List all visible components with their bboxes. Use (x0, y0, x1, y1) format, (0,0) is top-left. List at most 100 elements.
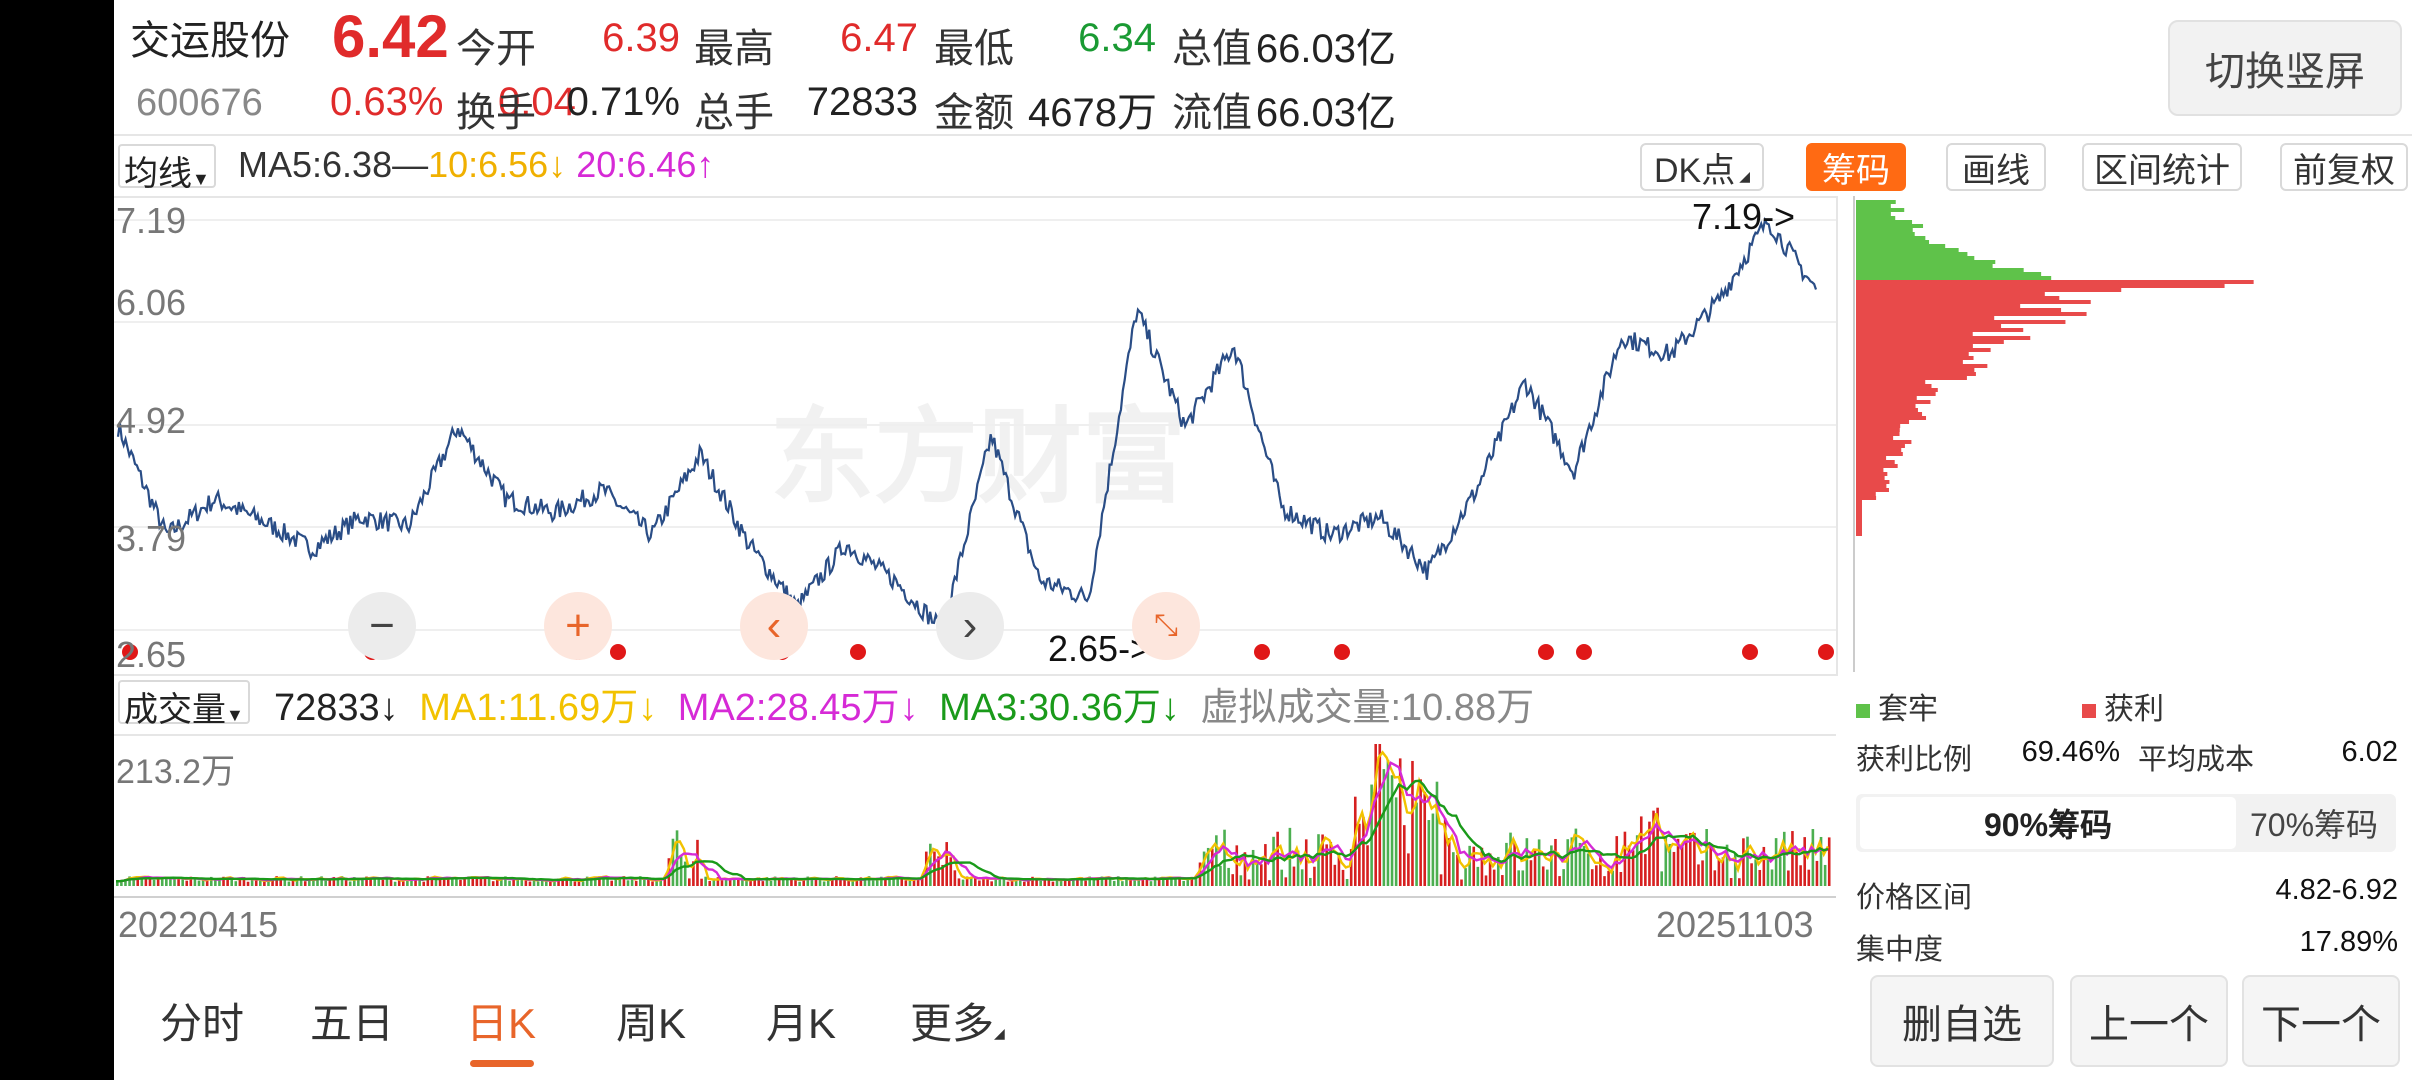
chip-button[interactable]: 筹码 (1806, 143, 1906, 191)
ma-type-select[interactable]: 均线▼ (118, 144, 216, 193)
volume-bar (1505, 842, 1508, 886)
volume-bar (1746, 836, 1749, 886)
volume-bar (1398, 758, 1402, 886)
price-chart-area[interactable] (114, 196, 1838, 676)
chip-70-tab[interactable]: 70%筹码 (2249, 807, 2379, 843)
volume-bar (1496, 856, 1500, 886)
profit-chip-bar (1856, 344, 1973, 348)
tab-monthly-k[interactable]: 月K (766, 1000, 837, 1047)
volume-bar (1178, 876, 1181, 886)
volume-bar (1284, 877, 1288, 886)
ma20-arrow-icon: ↑ (696, 144, 715, 185)
volume-bar (238, 877, 242, 886)
volume-bar (1578, 842, 1582, 886)
tab-weekly-k[interactable]: 周K (616, 1000, 687, 1047)
volume-bar (753, 878, 756, 886)
high-value: 6.47 (840, 16, 918, 60)
volume-bar (777, 879, 781, 886)
volume-bar (712, 880, 716, 886)
profit-chip-bar (1856, 356, 1974, 360)
next-stock-button[interactable]: 下一个 (2242, 975, 2400, 1067)
range-stats-button[interactable]: 区间统计 (2082, 143, 2242, 191)
volume-bar (1546, 869, 1549, 886)
volume-bar (875, 880, 879, 886)
trapped-chip-bar (1856, 236, 1926, 240)
profit-chip-bar (1856, 392, 1936, 396)
volume-bar (136, 877, 140, 886)
profit-chip-bar (1856, 340, 2004, 344)
volume-bar (1452, 852, 1455, 886)
tab-intraday[interactable]: 分时 (160, 1000, 245, 1047)
volume-bar (790, 879, 793, 886)
volume-bar (316, 880, 319, 886)
volume-bar (822, 881, 826, 886)
volume-bar (1595, 865, 1598, 886)
corner-triangle-icon: ◢ (994, 1025, 1005, 1041)
profit-chip-bar (1856, 400, 1931, 404)
concentration-value: 17.89% (2299, 926, 2398, 958)
volume-bar (1129, 879, 1132, 886)
volume-bar (426, 876, 430, 886)
draw-line-button[interactable]: 画线 (1946, 143, 2046, 191)
tab-more[interactable]: 更多◢ (910, 990, 1005, 1051)
volume-bar (1345, 879, 1349, 886)
volume-bar (1701, 860, 1704, 886)
switch-portrait-button[interactable]: 切换竖屏 (2168, 20, 2402, 116)
volume-bar (181, 878, 184, 886)
virtual-volume: 虚拟成交量:10.88万 (1200, 687, 1535, 729)
volume-bar (585, 876, 589, 886)
volume-bar (1431, 813, 1435, 886)
profit-chip-bar (1856, 468, 1884, 472)
profit-chip-bar (1856, 464, 1898, 468)
scroll-left-button[interactable]: ‹ (740, 592, 808, 660)
volume-bar (177, 877, 180, 886)
trapped-chip-bar (1856, 268, 2024, 272)
tab-daily-k[interactable]: 日K (466, 1000, 537, 1047)
volume-bar (1223, 829, 1226, 886)
active-tab-indicator (470, 1060, 534, 1067)
amount-value: 4678万 (1028, 91, 1157, 135)
volume-bar (1574, 828, 1578, 886)
previous-stock-button[interactable]: 上一个 (2070, 975, 2228, 1067)
volume-bar (479, 877, 483, 886)
volume-bar (1390, 775, 1394, 886)
scroll-right-button[interactable]: › (936, 592, 1004, 660)
tab-five-day[interactable]: 五日 (310, 1000, 395, 1047)
remove-watchlist-button[interactable]: 删自选 (1870, 975, 2054, 1067)
volume-bar (1717, 858, 1721, 886)
volume-bar (1153, 876, 1157, 886)
price-adjust-button[interactable]: 前复权 (2280, 143, 2408, 191)
volume-bar (773, 876, 777, 886)
volume-bar (446, 878, 450, 886)
chip-90-tab[interactable]: 90%筹码 (1860, 797, 2236, 849)
volume-bar (1460, 879, 1463, 886)
zoom-out-button[interactable]: − (348, 592, 416, 660)
dk-point-button[interactable]: DK点 ◢ (1640, 143, 1764, 191)
volume-bar (1067, 879, 1071, 886)
profit-ratio-label: 获利比例 (1856, 744, 1973, 776)
volume-bar (798, 881, 801, 886)
volume-bar (344, 880, 348, 886)
volume-chart-area[interactable] (114, 734, 1836, 898)
volume-bar (1770, 869, 1774, 886)
signal-dot (850, 644, 866, 660)
signal-dot (1334, 644, 1350, 660)
profit-chip-bar (1856, 448, 1902, 452)
y-tick-label: 4.92 (116, 400, 187, 441)
chip-distribution (1853, 196, 2254, 672)
volume-bar (1586, 853, 1590, 886)
volume-bar (1051, 881, 1055, 886)
volume-type-select[interactable]: 成交量▼ (118, 680, 250, 729)
dropdown-caret-icon: ▼ (192, 169, 210, 189)
volume-bar (892, 877, 895, 886)
volume-bar (520, 878, 524, 886)
volume-bar (459, 879, 462, 886)
fullscreen-shrink-icon[interactable]: ⤡ (1132, 592, 1200, 660)
volume-bar (393, 881, 397, 886)
start-date: 20220415 (118, 904, 279, 945)
watermark: 东方财富 (770, 400, 1187, 516)
volume-bar (1341, 869, 1345, 886)
zoom-in-button[interactable]: + (544, 592, 612, 660)
volume-bar (720, 880, 724, 886)
volume-bar (769, 880, 773, 886)
